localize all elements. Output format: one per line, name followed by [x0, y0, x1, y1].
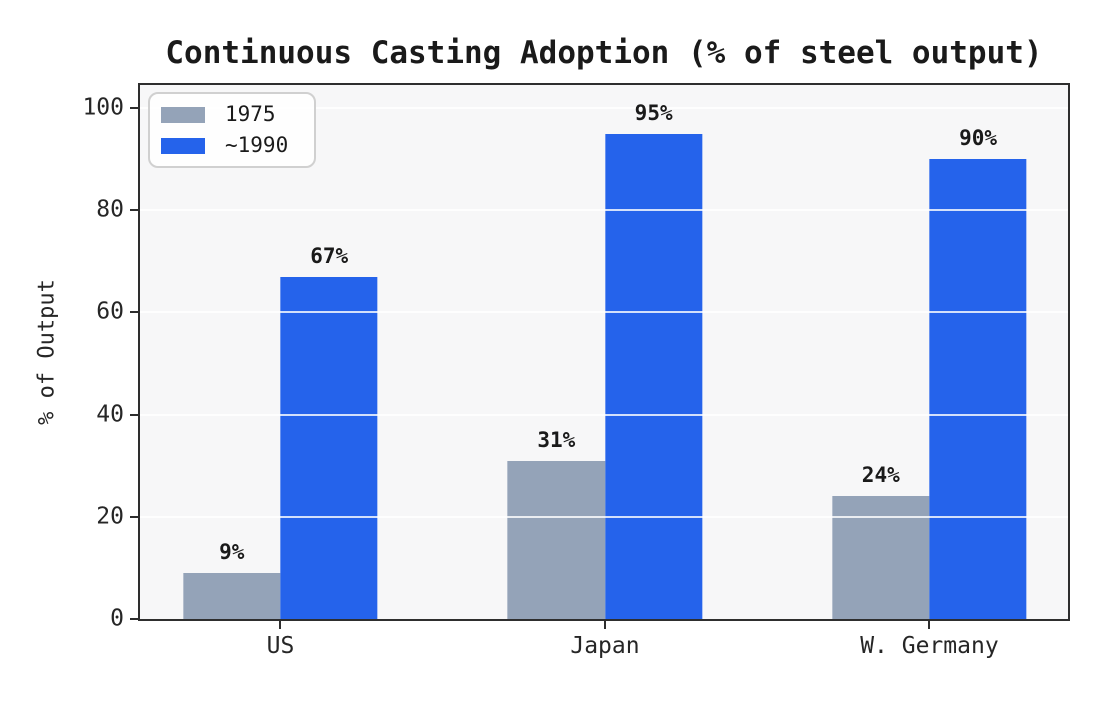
bar-1990-w-germany — [929, 159, 1027, 619]
bar-value-label-w-germany: 24% — [861, 463, 900, 488]
gridline-60 — [140, 311, 1068, 314]
bar-value-label-us: 9% — [219, 540, 245, 565]
bar-1975-us — [183, 573, 281, 619]
bar-1990-japan — [604, 133, 703, 619]
legend-label-1975: 1975 — [225, 102, 276, 126]
y-tick-label-80: 80 — [96, 196, 124, 223]
y-tick-mark-60 — [130, 311, 138, 314]
x-tick-label-us: US — [266, 633, 295, 659]
legend-item-1975: 1975 — [161, 102, 288, 126]
y-tick-mark-100 — [130, 107, 138, 109]
y-tick-mark-20 — [130, 515, 138, 518]
legend-item-1990: ~1990 — [161, 133, 289, 158]
y-tick-mark-0 — [130, 618, 138, 620]
gridline-80 — [140, 209, 1068, 212]
bar-value-label-w-germany: 90% — [959, 126, 998, 151]
bar-1990-us — [280, 276, 378, 619]
legend-swatch-1990 — [161, 137, 205, 154]
y-tick-label-60: 60 — [96, 298, 124, 325]
bar-1975-w-germany — [832, 496, 930, 619]
x-tick-mark-w-germany — [928, 621, 931, 629]
bar-value-label-japan: 95% — [634, 100, 673, 125]
gridline-20 — [140, 515, 1068, 518]
gridline-100 — [140, 107, 1068, 109]
bar-value-label-us: 67% — [310, 243, 349, 268]
x-tick-mark-us — [279, 621, 282, 629]
legend-swatch-1975 — [161, 106, 205, 123]
y-axis-label: % of Output — [34, 279, 60, 425]
y-tick-mark-80 — [130, 209, 138, 212]
y-tick-label-40: 40 — [96, 401, 124, 428]
legend: 1975 ~1990 — [148, 92, 317, 169]
bar-value-label-japan: 31% — [537, 427, 576, 452]
y-tick-label-100: 100 — [82, 94, 124, 121]
legend-label-1990: ~1990 — [225, 133, 289, 158]
x-tick-mark-japan — [603, 621, 606, 629]
x-tick-label-japan: Japan — [570, 633, 640, 659]
y-tick-label-0: 0 — [110, 605, 124, 632]
x-tick-label-w-germany: W. Germany — [860, 633, 999, 659]
plot-area: 1975 ~1990 9% 31% 24% 67% 95% 90% 0 20 40 60 80 100… — [82, 83, 1070, 658]
y-tick-mark-40 — [130, 413, 138, 416]
y-tick-label-20: 20 — [96, 503, 124, 530]
gridline-40 — [140, 413, 1068, 416]
bar-1975-japan — [507, 460, 605, 619]
chart-title: Continuous Casting Adoption (% of steel … — [165, 35, 1043, 71]
